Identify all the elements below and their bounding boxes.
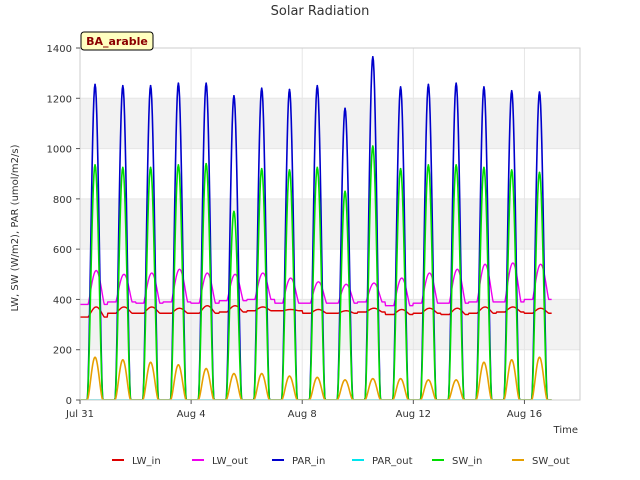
data-point-sw-in [205,162,207,165]
plot-frame [79,47,581,401]
data-point-par-in [288,88,291,91]
x-tick-label: Jul 31 [65,409,94,420]
data-point-sw-in [288,169,291,171]
data-point-sw-in [233,210,235,213]
y-tick-label: 0 [66,396,72,407]
data-point-sw-in [427,164,430,166]
series-line-lw-out [80,262,552,307]
data-point-par-in [372,56,374,58]
data-point-par-in [483,86,485,88]
data-point-sw-in [483,166,485,169]
data-point-sw-in [510,169,513,171]
data-point-par-in [122,84,124,87]
legend-label-par-in: PAR_in [292,456,325,467]
data-point-par-in [399,86,402,88]
site-label: BA_arable [86,35,148,48]
y-tick-label: 400 [53,295,72,306]
data-point-sw-out [344,379,346,381]
y-axis-label: LW, SW (W/m2), PAR (umol/m2/s) [10,144,21,311]
data-point-par-in [94,83,96,86]
data-point-sw-out [94,356,96,359]
data-point-sw-out [399,377,402,380]
data-point-sw-out [483,361,485,364]
data-point-sw-in [316,166,319,169]
data-point-sw-out [288,375,291,377]
data-point-sw-in [122,166,124,169]
data-point-sw-out [316,376,319,379]
data-point-par-in [316,84,319,87]
data-point-sw-out [177,364,180,366]
data-point-sw-out [149,361,152,364]
data-point-sw-in [344,190,346,193]
data-point-sw-in [149,166,152,169]
data-point-par-in [344,107,346,110]
legend-label-lw-in: LW_in [132,456,161,467]
x-tick-label: Aug 12 [396,409,431,420]
data-point-par-in [427,83,430,86]
series-line-lw-in [80,305,552,318]
data-point-sw-out [510,358,513,361]
data-point-par-in [233,94,235,97]
data-point-sw-out [372,377,374,380]
plot-band [80,198,580,250]
data-point-par-in [455,82,457,84]
y-tick-label: 200 [53,346,72,357]
y-tick-label: 800 [53,195,72,206]
data-point-sw-out [538,356,541,359]
plot-band [80,299,580,350]
data-point-sw-in [260,167,263,170]
data-point-par-in [260,87,263,90]
legend-label-par-out: PAR_out [372,456,413,467]
data-point-sw-in [372,145,374,147]
chart-title: Solar Radiation [271,4,370,19]
y-tick-label: 1400 [47,44,72,55]
data-point-sw-out [455,379,457,381]
x-tick-label: Aug 16 [507,409,542,420]
data-point-par-in [177,82,180,84]
y-tick-label: 600 [53,245,72,256]
data-point-sw-in [177,164,180,166]
data-point-par-in [510,89,513,92]
data-point-sw-in [94,164,96,166]
data-point-par-in [149,84,152,87]
y-tick-label: 1200 [47,94,72,105]
x-tick-label: Aug 4 [177,409,206,420]
data-point-sw-in [455,164,457,166]
legend-label-sw-in: SW_in [452,456,482,467]
data-point-sw-out [122,358,124,361]
x-axis-label: Time [553,425,578,436]
data-point-sw-in [399,167,402,170]
data-point-par-in [538,91,541,93]
data-point-sw-in [538,171,541,174]
plot-band [80,98,580,149]
legend-label-lw-out: LW_out [212,456,248,467]
x-tick-label: Aug 8 [288,409,317,420]
legend: LW_in LW_out PAR_in PAR_out SW_in SW_out [112,456,570,467]
data-point-sw-out [427,379,430,381]
legend-label-sw-out: SW_out [532,456,570,467]
y-tick-label: 1000 [47,145,72,156]
data-point-sw-out [260,372,263,375]
data-point-sw-out [205,367,207,370]
site-badge: BA_arable [80,31,154,51]
data-point-sw-out [233,372,235,375]
data-point-par-in [205,82,207,84]
